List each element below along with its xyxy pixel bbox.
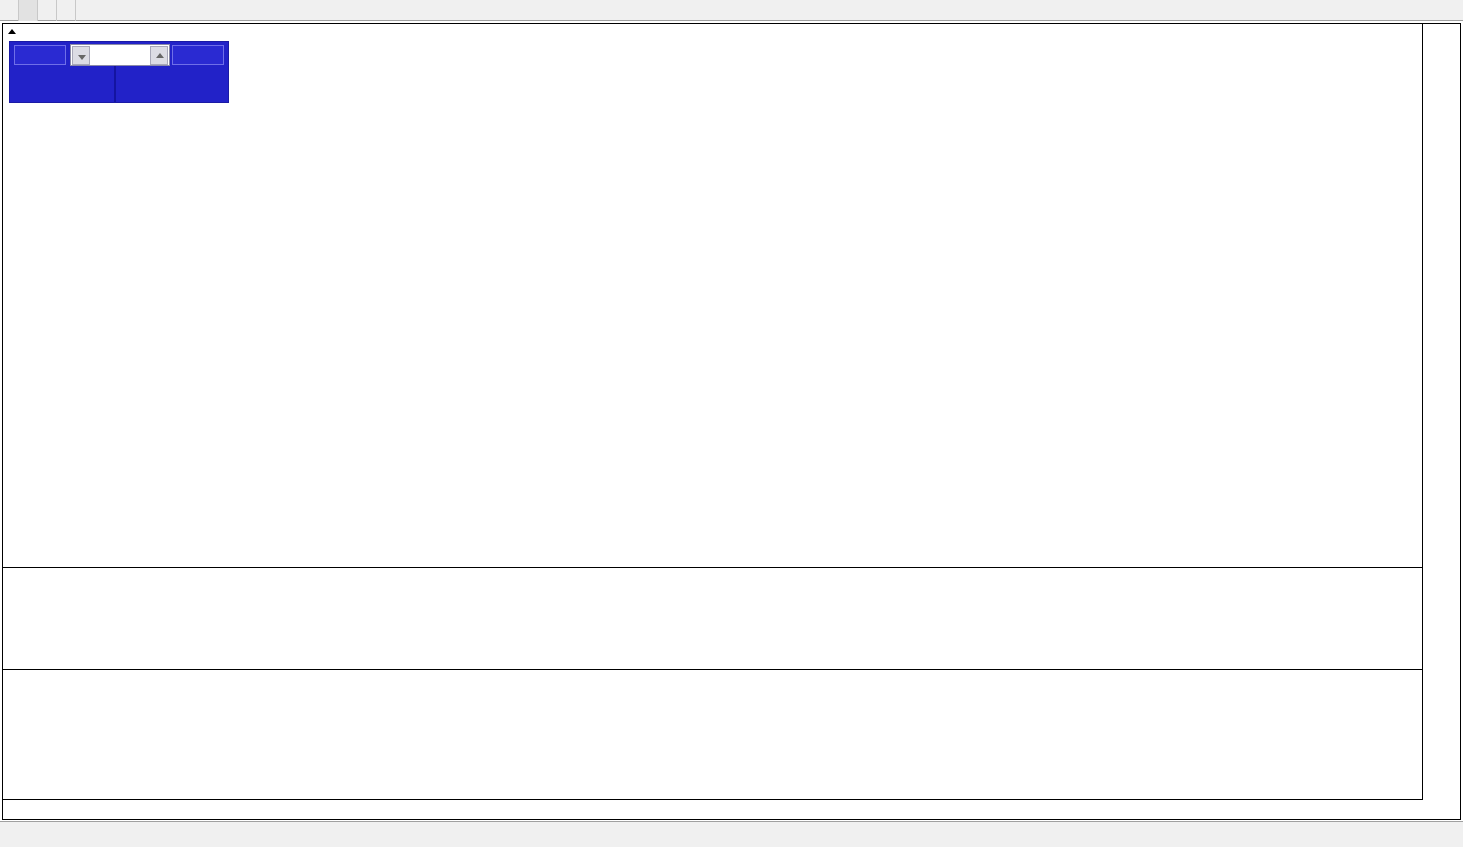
buy-button[interactable]	[172, 45, 224, 65]
macd-pane[interactable]	[3, 567, 1423, 667]
price-chart-svg	[3, 24, 1423, 565]
price-scale-axis[interactable]	[1422, 24, 1460, 819]
collapse-triangle-icon[interactable]	[8, 29, 16, 34]
chart-header	[8, 27, 26, 39]
timeframe-mn[interactable]	[57, 0, 76, 21]
timeframe-w1[interactable]	[38, 0, 57, 21]
trade-panel-controls	[10, 42, 228, 68]
price-pane[interactable]	[3, 24, 1423, 565]
date-axis	[3, 799, 1423, 819]
timeframe-h4[interactable]	[0, 0, 19, 21]
chart-frame[interactable]	[2, 23, 1461, 820]
macd-chart-svg	[3, 568, 1423, 667]
timeframe-toolbar	[0, 0, 1463, 21]
timeframe-d1[interactable]	[19, 0, 38, 21]
volume-stepper[interactable]	[70, 44, 170, 66]
volume-decrease-button[interactable]	[72, 46, 90, 65]
sell-button[interactable]	[14, 45, 66, 65]
rsi-pane[interactable]	[3, 669, 1423, 799]
buy-price-quote[interactable]	[122, 66, 228, 102]
one-click-trading-panel[interactable]	[9, 41, 229, 103]
symbol-tab-bar	[0, 821, 1463, 847]
volume-increase-button[interactable]	[150, 46, 168, 65]
rsi-chart-svg	[3, 670, 1423, 799]
sell-price-quote[interactable]	[10, 66, 116, 102]
